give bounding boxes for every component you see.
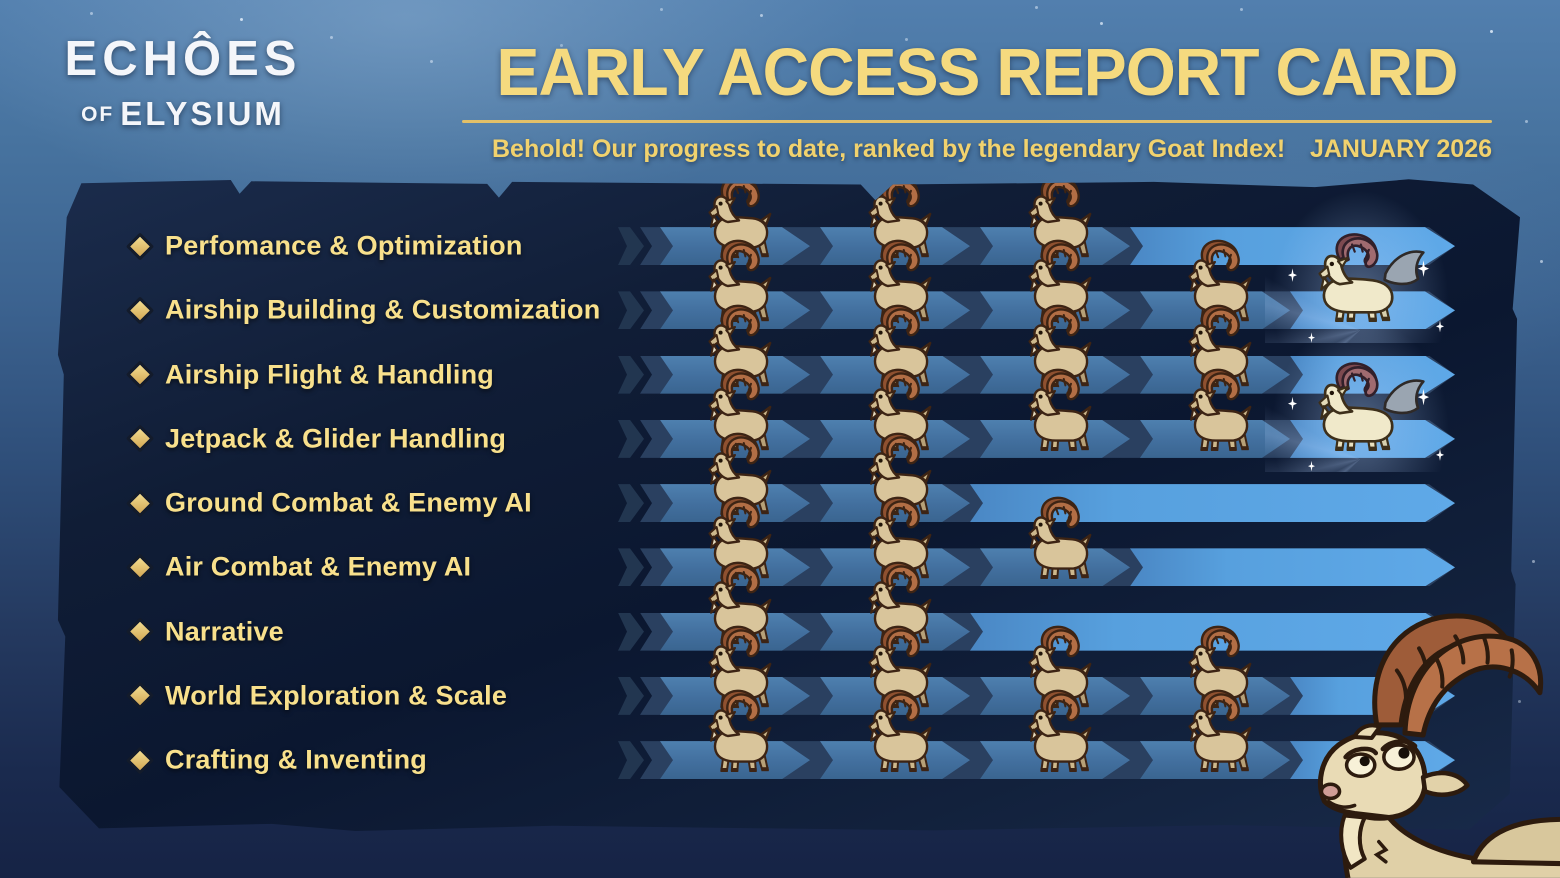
bar-start-chevron <box>618 676 644 715</box>
category-label-text: Air Combat & Enemy AI <box>165 551 472 582</box>
logo-line2: OF ELYSIUM <box>58 95 308 133</box>
legendary-goat-icon <box>1294 356 1426 458</box>
category-label: Ground Combat & Enemy AI <box>125 487 532 519</box>
diamond-bullet-icon <box>125 488 155 518</box>
diamond-bullet-icon <box>125 360 155 389</box>
diamond-bullet-icon <box>125 424 155 454</box>
category-label: Airship Flight & Handling <box>125 359 494 390</box>
goat-index-icon <box>1011 495 1099 583</box>
bar-start-chevron <box>618 291 644 330</box>
report-row: Jetpack & Glider Handling <box>58 311 1520 472</box>
sparkle-icon <box>1436 320 1444 333</box>
title-underline <box>462 120 1492 123</box>
bar-start-chevron <box>618 419 644 458</box>
diamond-bullet-icon <box>125 681 155 711</box>
category-label-text: Crafting & Inventing <box>165 744 427 775</box>
diamond-bullet-icon <box>125 617 155 646</box>
report-rows: Perfomance & Optimization Airship Buildi… <box>58 183 1520 792</box>
diamond-bullet-icon <box>125 296 155 325</box>
category-label: World Exploration & Scale <box>125 680 508 711</box>
category-label: Crafting & Inventing <box>125 744 427 776</box>
sparkle-icon <box>1288 268 1297 282</box>
bar-start-chevron <box>618 355 644 394</box>
goat-progress-bar <box>618 311 1455 472</box>
game-logo: ECHÔES OF ELYSIUM <box>58 30 308 133</box>
category-label-text: Airship Flight & Handling <box>165 359 494 390</box>
goat-index-icon <box>1011 688 1099 776</box>
report-row: Airship Flight & Handling <box>58 343 1520 407</box>
sparkle-icon <box>1418 388 1429 406</box>
report-row: Air Combat & Enemy AI <box>58 535 1520 599</box>
bar-start-chevron <box>618 227 644 266</box>
diamond-bullet-icon <box>125 231 155 261</box>
sparkle-icon <box>1436 448 1444 461</box>
bar-start-chevron <box>618 612 644 651</box>
report-row: Ground Combat & Enemy AI <box>58 471 1520 535</box>
bar-start-chevron <box>618 548 644 587</box>
header: EARLY ACCESS REPORT CARD Behold! Our pro… <box>462 34 1492 164</box>
category-label-text: Jetpack & Glider Handling <box>165 423 507 454</box>
goat-index-icon <box>1011 367 1099 455</box>
report-panel: Perfomance & Optimization Airship Buildi… <box>57 179 1520 832</box>
logo-elysium: ELYSIUM <box>120 94 285 132</box>
goat-index-icon <box>851 688 939 776</box>
goat-index-icon <box>1171 367 1259 455</box>
category-label: Airship Building & Customization <box>125 294 601 326</box>
category-label: Jetpack & Glider Handling <box>125 423 507 454</box>
goat-progress-bar <box>618 183 1455 344</box>
subheader: Behold! Our progress to date, ranked by … <box>462 135 1492 164</box>
goat-progress-bar <box>618 548 1455 587</box>
sparkle-icon <box>1308 332 1315 343</box>
bar-start-chevron <box>618 484 644 523</box>
goat-index-icon <box>691 688 779 776</box>
category-label-text: Perfomance & Optimization <box>165 230 523 261</box>
report-row: Airship Building & Customization <box>58 183 1520 344</box>
report-date: JANUARY 2026 <box>1309 135 1492 163</box>
logo-of: OF <box>81 102 115 126</box>
category-label-text: Airship Building & Customization <box>165 294 601 325</box>
goat-mascot-icon <box>1258 604 1560 878</box>
diamond-bullet-icon <box>125 745 155 775</box>
category-label-text: World Exploration & Scale <box>165 680 508 711</box>
bar-start-chevron <box>618 741 644 780</box>
page-title: EARLY ACCESS REPORT CARD <box>496 35 1459 110</box>
sparkle-icon <box>1418 260 1429 277</box>
bar-remainder-arrow <box>1130 548 1455 586</box>
logo-line1: ECHÔES <box>64 32 302 86</box>
category-label: Perfomance & Optimization <box>125 230 523 262</box>
category-label: Air Combat & Enemy AI <box>125 551 472 583</box>
diamond-bullet-icon <box>125 553 155 582</box>
sparkle-icon <box>1288 396 1297 411</box>
sparkle-icon <box>1308 460 1315 472</box>
category-label-text: Ground Combat & Enemy AI <box>165 487 532 518</box>
category-label-text: Narrative <box>165 616 284 647</box>
page-subtitle: Behold! Our progress to date, ranked by … <box>492 135 1286 163</box>
goat-index-icon <box>1171 688 1259 776</box>
category-label: Narrative <box>125 616 284 647</box>
